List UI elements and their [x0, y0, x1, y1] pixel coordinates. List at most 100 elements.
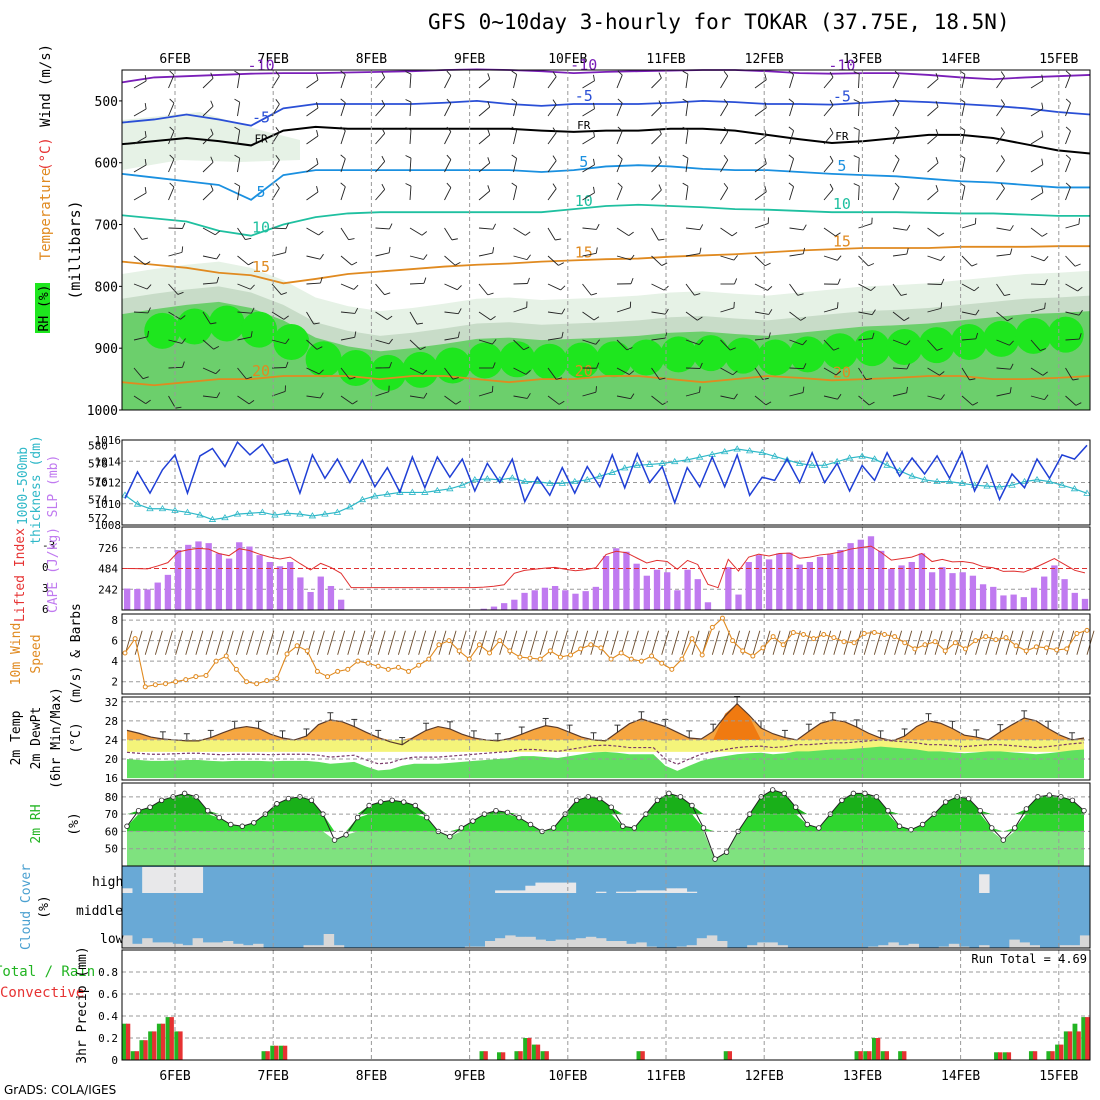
cape-bar — [531, 590, 538, 610]
wind-barb — [306, 163, 319, 173]
wind-barb — [547, 283, 561, 291]
precip-total-bar — [723, 1051, 729, 1060]
wind10-point — [487, 650, 493, 656]
cape-bar — [827, 554, 834, 610]
wind-barb — [478, 283, 489, 296]
wind-barb-flag — [416, 322, 423, 325]
wind-barb-flag — [906, 363, 910, 370]
wind-barb — [202, 282, 217, 285]
cloud-low-bar — [948, 943, 960, 948]
wind-barb — [892, 339, 907, 346]
cloud-low-bar — [878, 945, 889, 948]
wind-barb-flag — [1000, 99, 1005, 105]
wind10-barb — [651, 630, 660, 655]
wind-barb-flag — [630, 393, 635, 399]
wind10-point — [679, 656, 685, 662]
wind-barb — [720, 255, 735, 261]
day-label-bottom: 13FEB — [843, 1069, 882, 1084]
thickness-point — [1033, 476, 1041, 483]
wind10-barb — [185, 630, 194, 655]
cloud-high-bar — [595, 891, 607, 893]
wind-barb — [375, 227, 390, 230]
wind-barb-flag — [492, 247, 495, 254]
rh-patch-90 — [983, 320, 1020, 357]
wind-barb — [892, 131, 900, 145]
cape-bar — [337, 599, 345, 610]
wind-barb — [409, 158, 412, 173]
wind10-barb — [691, 630, 700, 655]
thickness-point — [133, 500, 142, 507]
wind-barb — [651, 255, 663, 266]
cape-bar — [806, 561, 814, 610]
wind10-barb — [357, 630, 366, 655]
cape-bar — [694, 579, 701, 610]
wind-barb — [1065, 102, 1071, 117]
precip-frame — [121, 949, 1091, 1061]
temp-contour — [121, 164, 1090, 201]
wind-barb-flag — [664, 308, 669, 315]
precip-conv-bar — [1006, 1052, 1012, 1060]
rh2-point — [412, 802, 418, 809]
t2m-tick-label: 28 — [105, 715, 118, 728]
precip-conv-bar — [265, 1051, 270, 1060]
temp-contour — [121, 375, 1091, 387]
rh2-point — [354, 814, 361, 821]
wind-barb-flag — [837, 278, 841, 285]
wind-barb-flag — [352, 400, 358, 405]
wind10-barb — [1005, 630, 1014, 655]
wind-barb — [547, 188, 557, 201]
precip-tick-label: 0 — [111, 1054, 118, 1067]
wind10-barb — [428, 630, 437, 655]
wind10-point — [1013, 643, 1019, 649]
wind10-barb — [377, 630, 386, 655]
wind-barb — [444, 187, 452, 201]
wind-barb-flag — [318, 230, 324, 236]
wind-barb — [1065, 338, 1080, 341]
rh-patch-90 — [466, 342, 503, 379]
wind-barb-flag — [626, 347, 633, 351]
wind-barb — [168, 395, 176, 409]
wind-barb — [1065, 74, 1071, 89]
wind-barb-flag — [871, 309, 876, 315]
wind-barb-flag — [682, 182, 689, 187]
thickness-point — [858, 452, 866, 459]
wind-barb — [858, 101, 860, 117]
cape-tick-label: 242 — [98, 583, 118, 596]
wind-barb — [133, 336, 148, 341]
slp-line — [124, 440, 1088, 505]
rh-patch-90 — [918, 327, 955, 364]
wind-barb-flag — [1009, 387, 1012, 394]
wind10-point — [578, 646, 584, 652]
precip-conv-bar — [902, 1051, 907, 1060]
precip-total-bar — [1072, 1023, 1078, 1060]
rh2-point — [458, 825, 465, 831]
t2m-tick-label: 24 — [105, 734, 119, 747]
wind10-point — [264, 678, 270, 684]
wind-barb — [1030, 339, 1041, 351]
wind10-point — [557, 654, 563, 660]
cloud-low-bar — [515, 936, 526, 948]
wind-barb — [306, 282, 321, 285]
wind-barb — [892, 187, 900, 201]
wind10-barb — [215, 630, 224, 655]
rh-patch-90 — [757, 339, 794, 376]
wind-barb-flag — [250, 284, 255, 290]
precip-total-bar — [531, 1044, 537, 1060]
wind-barb-flag — [1041, 74, 1044, 81]
wind10-point — [456, 648, 462, 654]
rh2-point — [804, 821, 810, 828]
wind-barb — [789, 283, 799, 296]
rh2-tick-label: 80 — [105, 791, 118, 804]
wind-barb-flag — [353, 284, 359, 290]
wind-barb — [375, 77, 386, 89]
pressure-tick-label: 800 — [95, 280, 118, 295]
wind-barb-flag — [732, 370, 738, 376]
cape-bar — [134, 588, 141, 610]
wind-barb-flag — [340, 98, 346, 104]
wind-barb — [478, 134, 491, 145]
wind-barb — [1065, 283, 1078, 292]
cloud-high-bar — [626, 891, 637, 893]
cape-bar — [154, 582, 161, 610]
wind-barb — [892, 253, 907, 257]
wind-barb-flag — [788, 154, 794, 159]
